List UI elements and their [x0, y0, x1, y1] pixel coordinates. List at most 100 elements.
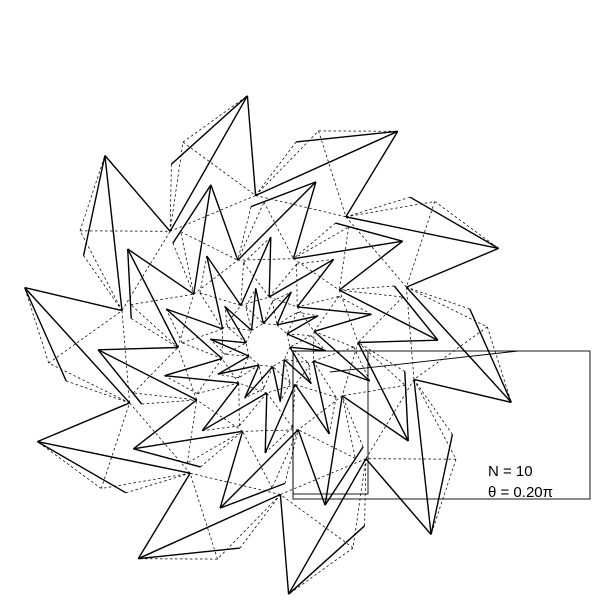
- fold-line: [406, 247, 499, 288]
- crease-line: [243, 236, 272, 263]
- crease-line: [345, 216, 407, 288]
- crease-line: [193, 259, 239, 295]
- crease-line: [413, 326, 488, 380]
- fold-line: [469, 308, 512, 403]
- crease-line: [141, 399, 197, 405]
- crease-line: [83, 255, 123, 311]
- crease-line: [202, 425, 240, 432]
- crease-line: [245, 306, 264, 324]
- fold-line: [286, 333, 326, 352]
- crease-line: [196, 358, 223, 394]
- crease-line: [237, 201, 265, 261]
- fold-line: [276, 291, 292, 326]
- crease-line: [357, 342, 405, 372]
- crease-line: [279, 382, 291, 402]
- crease-line: [245, 330, 252, 343]
- fold-line: [219, 429, 299, 509]
- fold-line: [133, 430, 243, 450]
- fold-line: [201, 392, 268, 432]
- crease-line: [272, 301, 278, 325]
- crease-line: [313, 331, 354, 348]
- fold-line: [279, 359, 286, 402]
- fold-line: [255, 288, 264, 324]
- callout-line: [329, 350, 519, 373]
- crease-line: [284, 359, 291, 384]
- fold-line: [219, 482, 286, 509]
- fold-line: [294, 384, 330, 435]
- crease-line: [238, 355, 250, 378]
- crease-line: [180, 231, 195, 295]
- crease-line: [244, 388, 264, 399]
- fold-line: [409, 196, 499, 250]
- crease-line: [242, 431, 273, 489]
- fold-line: [97, 349, 198, 401]
- fold-line: [210, 338, 250, 357]
- crease-line: [341, 395, 356, 459]
- inner-frame: [292, 350, 369, 495]
- crease-line: [200, 431, 243, 468]
- crease-line: [272, 366, 291, 384]
- crease-line: [48, 310, 123, 364]
- fold-line: [250, 288, 257, 331]
- fold-line: [37, 440, 191, 474]
- theta-label: θ = 0.20π: [488, 484, 553, 501]
- crease-line: [284, 429, 299, 484]
- fold-line: [405, 286, 512, 403]
- fold-line: [224, 306, 247, 344]
- fold-line: [201, 382, 240, 432]
- crease-line: [276, 324, 288, 335]
- fold-line: [393, 285, 439, 341]
- fold-line: [206, 255, 242, 306]
- crease-line: [284, 347, 291, 360]
- fold-line: [430, 434, 454, 535]
- crease-line: [353, 347, 371, 382]
- fold-line: [165, 308, 223, 330]
- fold-line: [104, 155, 171, 232]
- crease-line: [297, 311, 319, 317]
- fold-line: [132, 399, 198, 450]
- fold-line: [312, 360, 330, 435]
- n-label: N = 10: [488, 463, 533, 480]
- fold-line: [98, 346, 179, 351]
- crease-line: [237, 206, 252, 261]
- crease-line: [238, 364, 260, 379]
- crease-line: [310, 335, 326, 352]
- fold-line: [272, 366, 281, 402]
- fold-line: [164, 357, 223, 377]
- crease-line: [239, 392, 268, 427]
- fold-line: [172, 184, 212, 244]
- crease-line: [224, 306, 229, 328]
- crease-line: [357, 342, 406, 386]
- fold-line: [313, 313, 372, 333]
- crease-line: [293, 222, 336, 259]
- crease-line: [37, 441, 102, 489]
- crease-line: [318, 130, 347, 217]
- crease-line: [199, 255, 208, 293]
- crease-line: [342, 384, 406, 397]
- crease-line: [255, 130, 319, 196]
- fold-line: [206, 255, 224, 330]
- fold-line: [288, 525, 366, 595]
- crease-line: [339, 289, 403, 298]
- crease-line: [48, 362, 130, 404]
- crease-line: [180, 231, 238, 261]
- fold-line: [37, 402, 130, 443]
- crease-line: [133, 347, 179, 394]
- crease-line: [210, 338, 226, 355]
- fold-line: [104, 155, 123, 311]
- crease-line: [289, 335, 312, 348]
- fold-line: [250, 181, 317, 208]
- crease-line: [217, 494, 281, 560]
- crease-line: [293, 226, 349, 260]
- fold-line: [210, 184, 239, 261]
- crease-line: [413, 379, 453, 435]
- crease-line: [255, 141, 297, 196]
- crease-line: [217, 373, 239, 379]
- crease-line: [268, 263, 297, 298]
- fold-line: [169, 95, 249, 232]
- fold-line: [289, 346, 326, 352]
- fold-line: [283, 359, 312, 385]
- fold-line: [404, 371, 409, 442]
- crease-line: [130, 304, 179, 348]
